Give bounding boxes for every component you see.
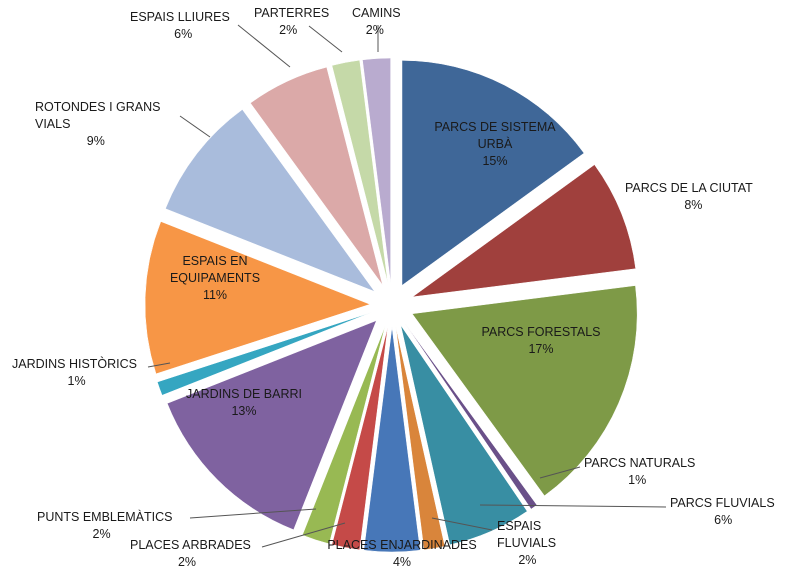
slice-label-espais-lliures: ESPAIS LLIURES [130, 10, 230, 24]
percent-label-jardins-historics: 1% [68, 374, 86, 388]
leader-line-espais-fluvials [431, 517, 493, 531]
slice-parcs-fluvials [400, 325, 528, 546]
leader-line-jardins-historics [147, 362, 171, 368]
percent-label-espais-en-equipaments: 11% [203, 288, 227, 302]
slice-rotondes-i-grans-vials [165, 109, 376, 293]
percent-label-parcs-forestals: 17% [528, 342, 553, 356]
percent-label-parcs-de-sistema-urba: 15% [482, 154, 507, 168]
slice-jardins-historics [156, 312, 372, 396]
slice-label-espais-fluvials: FLUVIALS [497, 536, 556, 550]
slice-parcs-de-sistema-urba [401, 60, 585, 286]
slice-label-parcs-de-sistema-urba: URBÀ [478, 136, 513, 151]
slice-label-parcs-naturals: PARCS NATURALS [584, 456, 695, 470]
slice-espais-fluvials [395, 326, 446, 551]
leader-line-punts-emblematics [189, 508, 317, 519]
slice-label-espais-fluvials: ESPAIS [497, 519, 541, 533]
slice-label-parcs-fluvials: PARCS FLUVIALS [670, 496, 775, 510]
percent-label-parcs-fluvials: 6% [714, 513, 732, 527]
percent-label-jardins-de-barri: 13% [231, 404, 256, 418]
slice-label-parcs-de-la-ciutat: PARCS DE LA CIUTAT [625, 181, 753, 195]
percent-label-espais-fluvials: 2% [518, 553, 536, 567]
slice-label-rotondes-i-grans-vials: VIALS [35, 117, 70, 131]
slice-parcs-forestals [411, 285, 638, 497]
slice-parcs-naturals [404, 322, 538, 510]
slice-label-places-enjardinades: PLACES ENJARDINADES [327, 538, 476, 552]
slice-label-parcs-forestals: PARCS FORESTALS [481, 325, 600, 339]
slice-label-punts-emblematics: PUNTS EMBLEMÀTICS [37, 509, 172, 524]
percent-label-camins: 2% [366, 23, 384, 37]
slice-parcs-de-la-ciutat [412, 164, 636, 298]
slice-camins [362, 57, 391, 284]
slice-label-camins: CAMINS [352, 6, 401, 20]
pie-slices [144, 57, 638, 553]
slice-label-parterres: PARTERRES [254, 6, 329, 20]
percent-label-espais-lliures: 6% [174, 27, 192, 41]
slice-label-rotondes-i-grans-vials: ROTONDES I GRANS [35, 100, 160, 114]
percent-label-parcs-de-la-ciutat: 8% [684, 198, 702, 212]
percent-label-rotondes-i-grans-vials: 9% [87, 134, 105, 148]
slice-label-parcs-de-sistema-urba: PARCS DE SISTEMA [434, 120, 556, 134]
slice-label-jardins-historics: JARDINS HISTÒRICS [12, 356, 137, 371]
percent-label-parterres: 2% [279, 23, 297, 37]
percent-label-places-enjardinades: 4% [393, 555, 411, 569]
slice-espais-en-equipaments [144, 221, 371, 375]
leader-lines [147, 24, 667, 548]
slice-places-arbrades [331, 326, 389, 551]
percent-label-places-arbrades: 2% [178, 555, 196, 569]
percent-label-punts-emblematics: 2% [93, 527, 111, 541]
slice-label-espais-en-equipaments: ESPAIS EN [182, 254, 247, 268]
slice-label-espais-en-equipaments: EQUIPAMENTS [170, 271, 260, 285]
leader-line-parterres [308, 25, 343, 53]
leader-line-rotondes-i-grans-vials [179, 115, 211, 138]
slice-label-jardins-de-barri: JARDINS DE BARRI [186, 387, 302, 401]
slice-jardins-de-barri [166, 320, 377, 531]
slice-places-enjardinades [363, 326, 421, 553]
slice-label-places-arbrades: PLACES ARBRADES [130, 538, 251, 552]
leader-line-parcs-naturals [539, 466, 581, 479]
slice-parterres [331, 59, 389, 284]
leader-line-parcs-fluvials [479, 504, 667, 508]
slice-labels: PARCS DE SISTEMA URBÀ 15% PARCS DE LA CIUTA… [12, 6, 775, 569]
leader-line-espais-lliures [237, 24, 291, 68]
slice-espais-lliures [250, 66, 383, 286]
percent-label-parcs-naturals: 1% [628, 473, 646, 487]
leader-line-places-arbrades [261, 522, 346, 548]
